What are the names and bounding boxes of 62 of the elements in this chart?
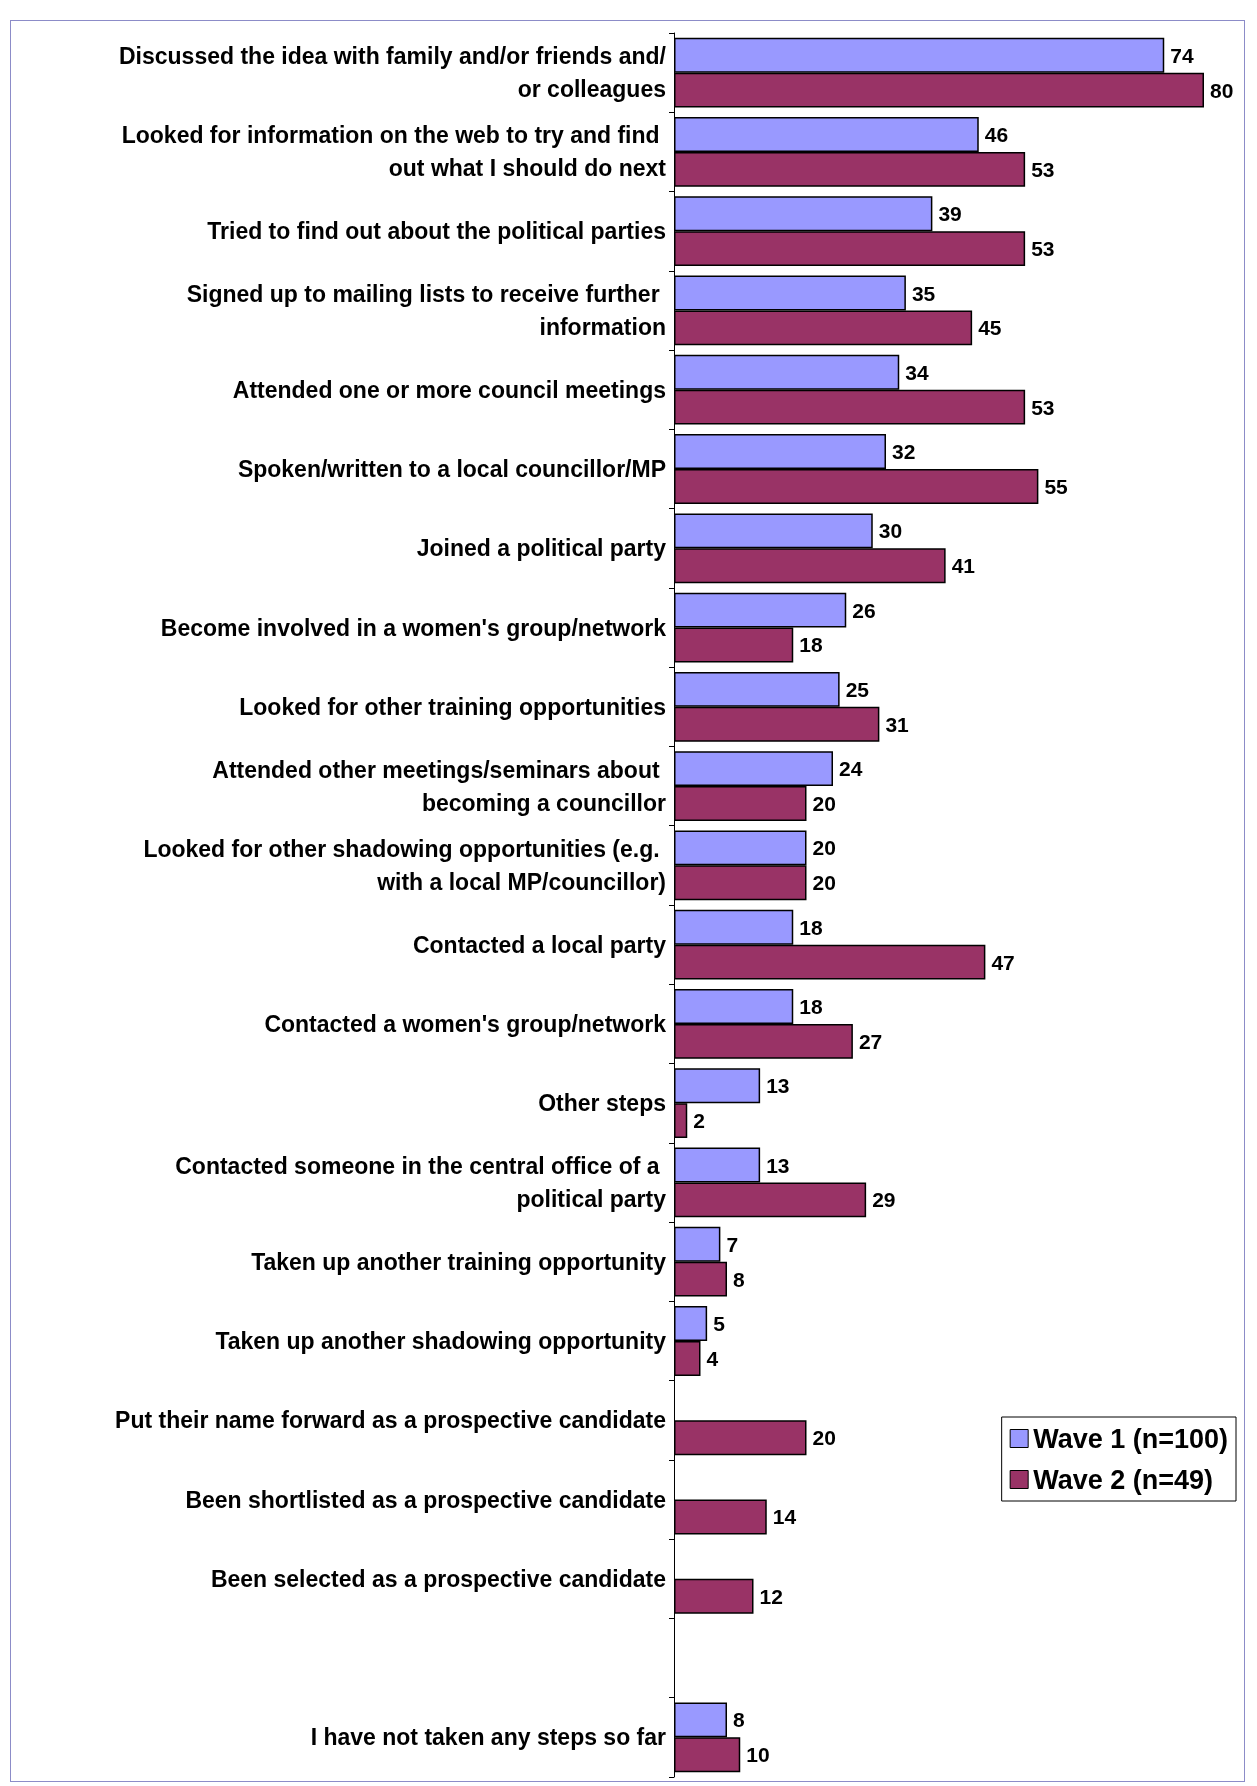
data-label: 35 [911, 281, 936, 305]
data-label: 46 [984, 122, 1009, 146]
y-tick-label: I have not taken any steps so far [310, 1724, 667, 1751]
y-tick-label: Taken up another shadowing opportunity [215, 1328, 667, 1354]
data-label: 20 [812, 1426, 836, 1450]
data-label: 14 [772, 1505, 797, 1529]
data-label: 53 [1031, 395, 1055, 419]
data-label: 20 [812, 836, 836, 860]
data-label: 39 [938, 202, 962, 226]
data-label: 34 [905, 360, 929, 384]
data-label: 20 [812, 792, 836, 816]
y-tick-label: Become involved in a women's group/network [160, 614, 667, 641]
data-label: 12 [759, 1584, 783, 1608]
y-tick-label: Attended one or more council meetings [232, 376, 666, 403]
y-tick-label: Contacted someone in the central office of a political party [175, 1152, 667, 1212]
y-tick-label: Joined a political party [416, 535, 667, 562]
data-label: 27 [858, 1029, 883, 1053]
data-label: 8 [733, 1708, 745, 1732]
y-tick-label: Attended other meetings/seminars about becoming a councillor [212, 756, 667, 816]
y-tick-label: Looked for other training opportunities [239, 693, 666, 720]
y-tick-label: Put their name forward as a prospective candidate [115, 1407, 666, 1434]
y-tick-label: Been shortlisted as a prospective candidate [185, 1486, 666, 1513]
data-label: 18 [799, 994, 823, 1018]
data-label: 24 [839, 757, 863, 781]
y-tick-label: Signed up to mailing lists to receive further information [186, 280, 666, 340]
y-tick-label: Discussed the idea with family and/or friends and/or colleagues [118, 43, 667, 103]
data-label: 45 [978, 316, 1002, 340]
legend-label: Wave 1 (n=100) [1033, 1423, 1228, 1454]
y-tick-label: Other steps [538, 1090, 666, 1117]
data-label: 31 [885, 712, 910, 736]
y-tick-label: Contacted a women's group/network [264, 1010, 667, 1037]
y-tick-label: Taken up another training opportunity [251, 1248, 667, 1275]
data-label: 80 [1210, 78, 1234, 102]
legend-label: Wave 2 (n=49) [1033, 1464, 1213, 1495]
data-label: 30 [878, 519, 903, 543]
data-label: 41 [951, 554, 976, 578]
data-label: 26 [852, 598, 876, 622]
data-label: 5 [713, 1312, 726, 1336]
y-tick-label: Tried to find out about the political parties [207, 218, 666, 245]
y-tick-label: Spoken/written to a local councillor/MP [237, 456, 666, 482]
data-label: 4 [706, 1346, 719, 1370]
data-label: 10 [746, 1743, 770, 1767]
data-label: 18 [799, 633, 823, 657]
data-label: 47 [991, 950, 1015, 974]
data-label: 74 [1170, 43, 1194, 67]
data-label: 13 [766, 1153, 790, 1177]
data-label: 20 [812, 871, 836, 895]
data-label: 53 [1031, 237, 1055, 261]
data-label: 2 [693, 1109, 705, 1133]
data-label: 8 [733, 1267, 745, 1291]
y-tick-label: Looked for information on the web to try and find out what I should do next [121, 122, 667, 182]
y-tick-label: Looked for other shadowing opportunities (e.g. with a local MP/councillor) [143, 835, 666, 895]
data-label: 13 [766, 1074, 790, 1098]
data-label: 55 [1044, 474, 1069, 498]
data-label: 18 [799, 915, 823, 939]
data-label: 29 [872, 1188, 896, 1212]
y-tick-label: Been selected as a prospective candidate [210, 1565, 666, 1592]
data-label: 7 [726, 1232, 739, 1256]
y-tick-label: Contacted a local party [412, 931, 667, 958]
data-label: 32 [892, 440, 916, 464]
data-label: 53 [1031, 157, 1055, 181]
data-label: 25 [845, 677, 870, 701]
